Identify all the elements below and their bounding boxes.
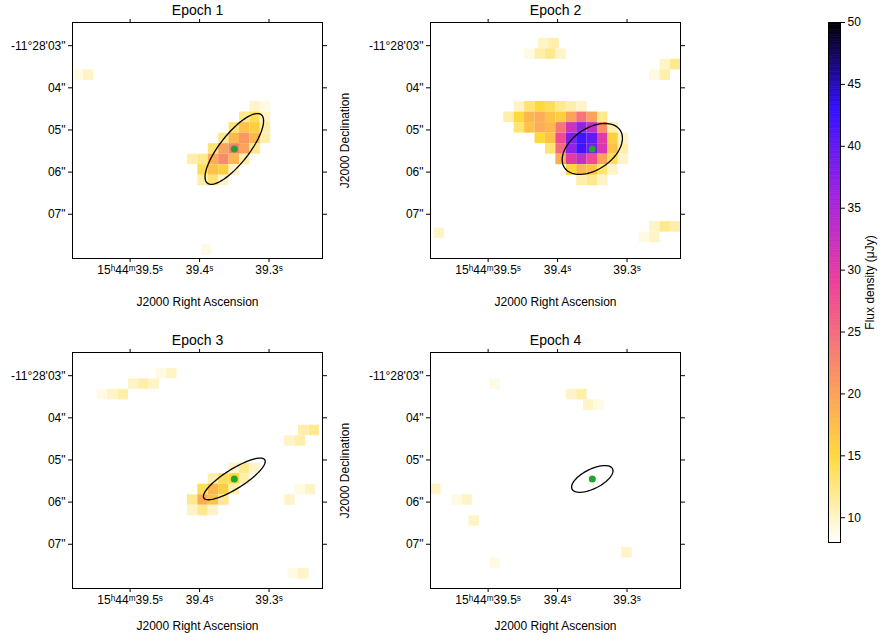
svg-text:06": 06" — [406, 495, 424, 509]
svg-text:04": 04" — [406, 411, 424, 425]
svg-text:J2000 Right Ascension: J2000 Right Ascension — [136, 619, 258, 633]
svg-text:J2000 Declination: J2000 Declination — [338, 423, 352, 518]
svg-text:39.3ˢ: 39.3ˢ — [255, 263, 282, 277]
svg-text:Epoch 4: Epoch 4 — [530, 332, 582, 348]
svg-text:07": 07" — [406, 537, 424, 551]
svg-text:10: 10 — [848, 511, 862, 525]
svg-text:30: 30 — [848, 263, 862, 277]
svg-text:Epoch 3: Epoch 3 — [172, 332, 224, 348]
svg-text:39.3ˢ: 39.3ˢ — [613, 593, 640, 607]
svg-text:-11°28'03": -11°28'03" — [369, 369, 424, 383]
svg-text:-11°28'03": -11°28'03" — [11, 369, 66, 383]
svg-text:50: 50 — [848, 15, 862, 29]
svg-text:39.3ˢ: 39.3ˢ — [255, 593, 282, 607]
svg-text:Epoch 1: Epoch 1 — [172, 2, 224, 18]
svg-text:35: 35 — [848, 201, 862, 215]
svg-text:25: 25 — [848, 325, 862, 339]
svg-text:06": 06" — [48, 495, 66, 509]
svg-text:15ʰ44ᵐ39.5ˢ: 15ʰ44ᵐ39.5ˢ — [97, 593, 163, 607]
svg-text:39.3ˢ: 39.3ˢ — [613, 263, 640, 277]
svg-text:J2000 Right Ascension: J2000 Right Ascension — [494, 295, 616, 309]
svg-text:45: 45 — [848, 77, 862, 91]
svg-text:05": 05" — [406, 453, 424, 467]
svg-text:15: 15 — [848, 449, 862, 463]
svg-text:05": 05" — [48, 453, 66, 467]
svg-text:04": 04" — [48, 411, 66, 425]
svg-text:15ʰ44ᵐ39.5ˢ: 15ʰ44ᵐ39.5ˢ — [97, 263, 163, 277]
svg-text:39.4ˢ: 39.4ˢ — [186, 263, 213, 277]
svg-text:15ʰ44ᵐ39.5ˢ: 15ʰ44ᵐ39.5ˢ — [455, 593, 521, 607]
svg-text:J2000 Right Ascension: J2000 Right Ascension — [136, 295, 258, 309]
svg-text:06": 06" — [48, 165, 66, 179]
svg-text:39.4ˢ: 39.4ˢ — [186, 593, 213, 607]
svg-text:04": 04" — [48, 81, 66, 95]
svg-text:J2000 Right Ascension: J2000 Right Ascension — [494, 619, 616, 633]
svg-text:07": 07" — [48, 207, 66, 221]
svg-text:15ʰ44ᵐ39.5ˢ: 15ʰ44ᵐ39.5ˢ — [455, 263, 521, 277]
svg-text:-11°28'03": -11°28'03" — [369, 39, 424, 53]
svg-text:39.4ˢ: 39.4ˢ — [544, 263, 571, 277]
svg-text:20: 20 — [848, 387, 862, 401]
svg-text:39.4ˢ: 39.4ˢ — [544, 593, 571, 607]
svg-text:40: 40 — [848, 139, 862, 153]
svg-text:Epoch 2: Epoch 2 — [530, 2, 582, 18]
svg-text:Flux density (μJy): Flux density (μJy) — [863, 235, 877, 329]
svg-text:07": 07" — [406, 207, 424, 221]
svg-text:04": 04" — [406, 81, 424, 95]
svg-text:07": 07" — [48, 537, 66, 551]
svg-text:J2000 Declination: J2000 Declination — [338, 93, 352, 188]
svg-text:-11°28'03": -11°28'03" — [11, 39, 66, 53]
svg-text:06": 06" — [406, 165, 424, 179]
svg-text:05": 05" — [406, 123, 424, 137]
svg-text:05": 05" — [48, 123, 66, 137]
